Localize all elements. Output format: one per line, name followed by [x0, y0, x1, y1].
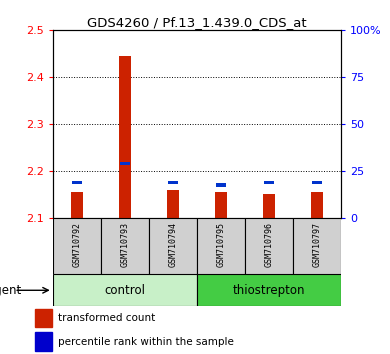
Bar [72, 181, 82, 184]
Bar [311, 192, 323, 218]
Bar [35, 332, 52, 351]
Text: percentile rank within the sample: percentile rank within the sample [58, 337, 234, 347]
Bar [149, 218, 197, 274]
Bar [197, 218, 245, 274]
Text: thiostrepton: thiostrepton [233, 284, 305, 297]
Bar [312, 181, 322, 184]
Bar [168, 181, 178, 184]
Bar [167, 189, 179, 218]
Bar [293, 218, 341, 274]
Text: GSM710794: GSM710794 [168, 222, 177, 267]
Bar [53, 274, 197, 306]
Bar [245, 218, 293, 274]
Bar [215, 192, 227, 218]
Title: GDS4260 / Pf.13_1.439.0_CDS_at: GDS4260 / Pf.13_1.439.0_CDS_at [87, 16, 307, 29]
Bar [263, 194, 275, 218]
Text: GSM710797: GSM710797 [313, 222, 322, 267]
Text: GSM710793: GSM710793 [120, 222, 129, 267]
Bar [264, 181, 274, 184]
Bar [71, 192, 83, 218]
Bar [35, 309, 52, 327]
Text: agent: agent [0, 284, 22, 297]
Bar [197, 274, 341, 306]
Text: control: control [104, 284, 145, 297]
Bar [101, 218, 149, 274]
Bar [120, 162, 130, 165]
Text: transformed count: transformed count [58, 313, 156, 323]
Text: GSM710792: GSM710792 [72, 222, 81, 267]
Bar [216, 183, 226, 187]
Bar [53, 218, 101, 274]
Text: GSM710795: GSM710795 [216, 222, 225, 267]
Text: GSM710796: GSM710796 [264, 222, 274, 267]
Bar [119, 56, 131, 218]
